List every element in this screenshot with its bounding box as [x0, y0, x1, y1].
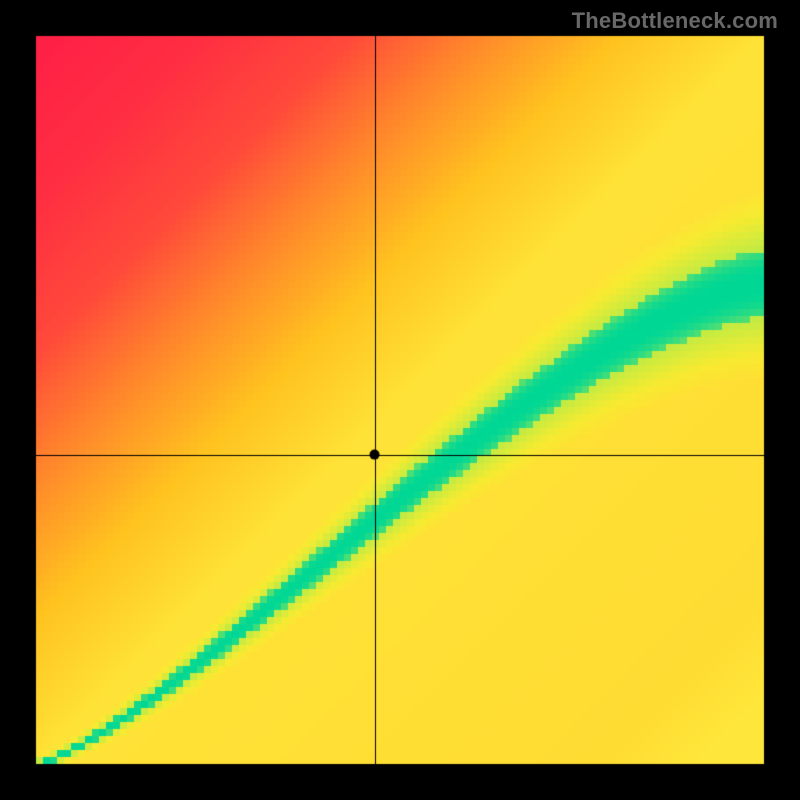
bottleneck-heatmap — [0, 0, 800, 800]
watermark-text: TheBottleneck.com — [572, 8, 778, 34]
chart-container: TheBottleneck.com — [0, 0, 800, 800]
